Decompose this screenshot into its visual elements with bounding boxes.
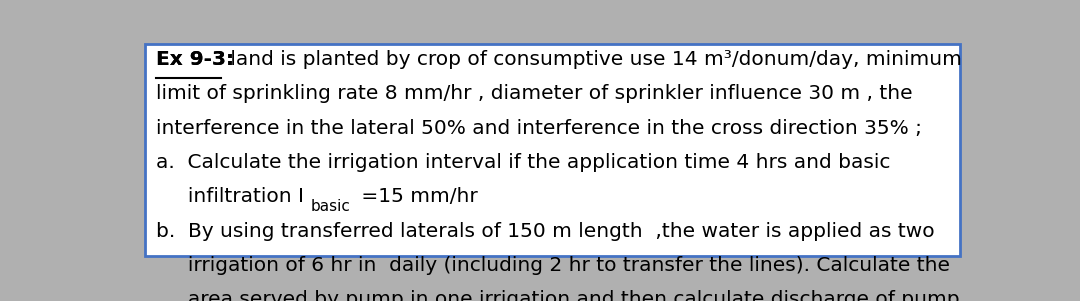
Text: limit of sprinkling rate 8 mm/hr , diameter of sprinkler influence 30 m , the: limit of sprinkling rate 8 mm/hr , diame… — [156, 84, 913, 103]
Text: interference in the lateral 50% and interference in the cross direction 35% ;: interference in the lateral 50% and inte… — [156, 119, 922, 138]
Text: =15 mm/hr: =15 mm/hr — [355, 187, 477, 206]
Text: a.  Calculate the irrigation interval if the application time 4 hrs and basic: a. Calculate the irrigation interval if … — [156, 153, 890, 172]
Text: land is planted by crop of consumptive use 14 m³/donum/day, minimum: land is planted by crop of consumptive u… — [224, 50, 961, 69]
Text: basic: basic — [311, 199, 351, 214]
FancyBboxPatch shape — [145, 44, 960, 256]
Text: b.  By using transferred laterals of 150 m length  ,the water is applied as two: b. By using transferred laterals of 150 … — [156, 222, 934, 240]
Text: irrigation of 6 hr in  daily (including 2 hr to transfer the lines). Calculate t: irrigation of 6 hr in daily (including 2… — [156, 256, 950, 275]
Text: infiltration I: infiltration I — [156, 187, 303, 206]
Text: Ex 9-3:: Ex 9-3: — [156, 50, 234, 69]
Text: area served by pump in one irrigation and then calculate discharge of pump.: area served by pump in one irrigation an… — [156, 290, 966, 301]
Text: Ex 9-3:: Ex 9-3: — [156, 50, 234, 69]
